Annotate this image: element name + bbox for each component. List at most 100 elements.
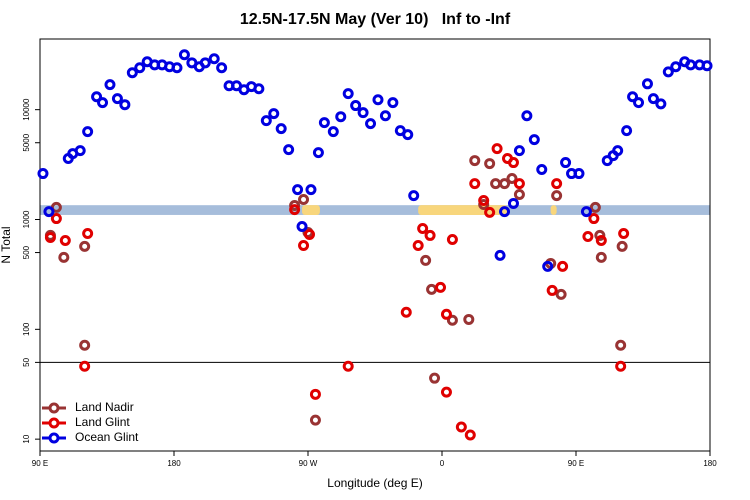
data-point — [216, 62, 228, 74]
data-point — [312, 147, 324, 159]
data-point — [303, 228, 315, 240]
data-point — [350, 100, 362, 112]
data-point — [521, 110, 533, 122]
data-point — [260, 115, 272, 127]
data-point — [494, 249, 506, 261]
data-point — [208, 53, 220, 65]
data-point — [289, 204, 301, 216]
data-point — [536, 164, 548, 176]
data-point — [400, 306, 412, 318]
data-point — [74, 145, 86, 157]
data-point — [685, 59, 697, 71]
data-point — [111, 93, 123, 105]
data-point — [58, 251, 70, 263]
data-point — [595, 251, 607, 263]
data-point — [426, 283, 438, 295]
data-point — [402, 129, 414, 141]
data-point — [464, 429, 476, 441]
data-point — [582, 231, 594, 243]
data-point — [440, 308, 452, 320]
data-point — [627, 91, 639, 103]
data-point — [701, 60, 713, 72]
data-point — [289, 200, 301, 212]
data-point — [104, 79, 116, 91]
legend-label: Ocean Glint — [75, 430, 139, 444]
x-tick-label: 180 — [703, 459, 717, 468]
reference-band — [40, 205, 710, 215]
data-point — [59, 234, 71, 246]
data-point — [342, 360, 354, 372]
data-point — [506, 173, 518, 185]
data-point — [507, 157, 519, 169]
x-tick-label: 0 — [440, 459, 445, 468]
data-point — [296, 221, 308, 233]
data-point — [621, 125, 633, 137]
data-point — [357, 107, 369, 119]
legend-marker — [48, 402, 60, 414]
legend-marker — [48, 417, 60, 429]
data-point — [417, 222, 429, 234]
data-point — [594, 229, 606, 241]
data-point — [283, 144, 295, 156]
x-tick-label: 90 E — [32, 459, 48, 468]
data-point — [82, 126, 94, 138]
data-point — [309, 414, 321, 426]
data-point — [615, 360, 627, 372]
data-point — [292, 184, 304, 196]
data-point — [647, 93, 659, 105]
data-point — [372, 94, 384, 106]
data-point — [455, 421, 467, 433]
data-point — [387, 97, 399, 109]
data-point — [513, 178, 525, 190]
data-point — [469, 155, 481, 167]
plot-frame — [39, 38, 711, 452]
data-point — [379, 110, 391, 122]
data-point — [134, 62, 146, 74]
data-point — [435, 281, 447, 293]
data-point — [551, 190, 563, 202]
data-point — [253, 83, 265, 95]
data-point — [490, 178, 502, 190]
data-point — [446, 314, 458, 326]
data-point — [440, 386, 452, 398]
data-point — [595, 234, 607, 246]
data-point — [298, 239, 310, 251]
data-point — [589, 201, 601, 213]
data-point — [491, 143, 503, 155]
data-point — [655, 98, 667, 110]
data-point — [420, 254, 432, 266]
y-tick-label: 10000 — [22, 98, 31, 121]
data-point — [305, 184, 317, 196]
data-point — [618, 227, 630, 239]
highlight — [302, 205, 320, 215]
data-point — [633, 97, 645, 109]
data-point — [615, 339, 627, 351]
x-tick-label: 90 W — [299, 459, 318, 468]
data-point — [43, 206, 55, 218]
y-tick-label: 100 — [22, 322, 31, 336]
data-point — [670, 61, 682, 73]
data-point — [662, 66, 674, 78]
data-point — [79, 360, 91, 372]
data-point — [318, 117, 330, 129]
data-point — [298, 194, 310, 206]
data-point — [79, 240, 91, 252]
data-point — [499, 178, 511, 190]
x-tick-label: 90 E — [568, 459, 584, 468]
data-point — [542, 260, 554, 272]
data-point — [560, 157, 572, 169]
data-point — [612, 145, 624, 157]
data-point — [365, 118, 377, 130]
data-point — [546, 284, 558, 296]
data-point — [178, 49, 190, 61]
data-point — [513, 145, 525, 157]
data-point — [446, 233, 458, 245]
data-point — [171, 62, 183, 74]
data-point — [513, 188, 525, 200]
data-point — [557, 260, 569, 272]
data-point — [616, 240, 628, 252]
data-point — [126, 67, 138, 79]
data-point — [412, 239, 424, 251]
data-point — [408, 190, 420, 202]
